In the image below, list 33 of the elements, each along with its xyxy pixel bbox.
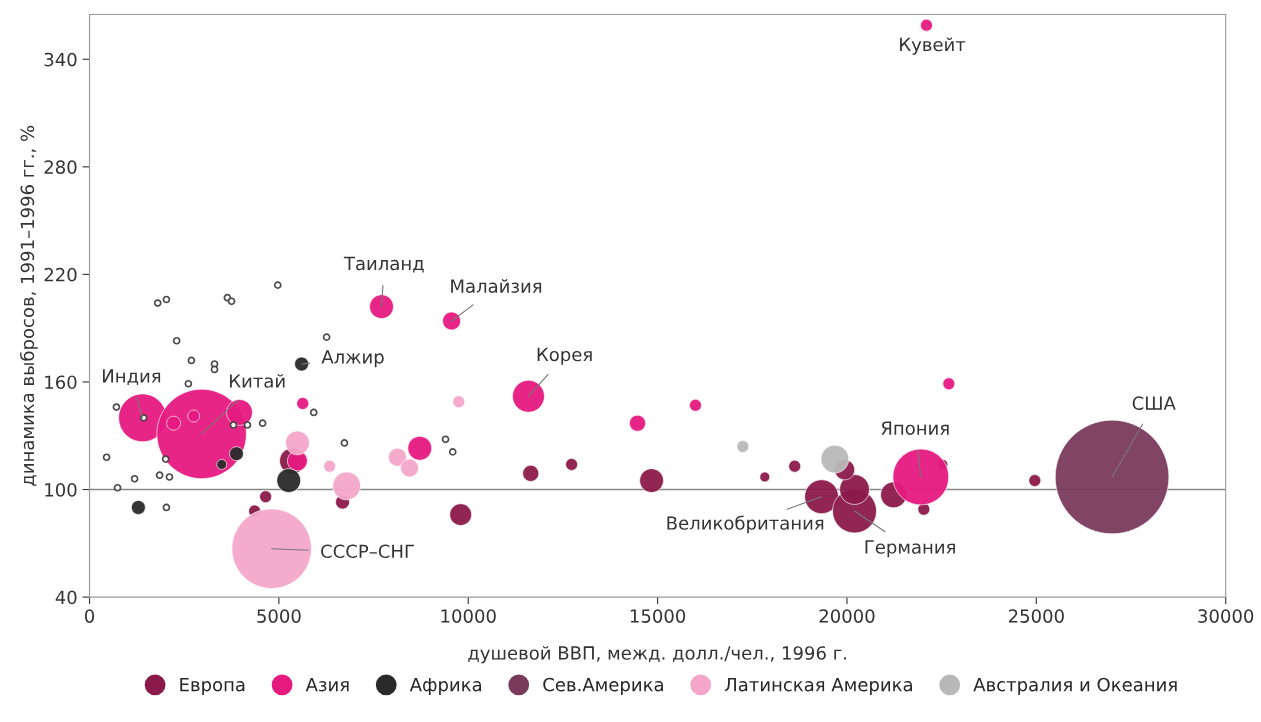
annotation: Индия (103, 369, 161, 386)
x-tick-label: 0 (84, 609, 95, 623)
x-tick-label: 15000 (630, 609, 686, 623)
annotation: США (1132, 396, 1176, 410)
x-axis-title: душевой ВВП, межд. долл./чел., 1996 г. (468, 645, 846, 664)
y-tick-label: 100 (45, 482, 77, 497)
annotation: Великобритания (667, 515, 824, 534)
annotation: Германия (865, 540, 955, 558)
annotation: Кувейт (900, 37, 966, 55)
x-tick-label: 25000 (1008, 609, 1064, 623)
y-tick-label: 280 (44, 160, 77, 174)
y-tick-label: 340 (44, 52, 77, 67)
legend-label: Сев.Америка (543, 677, 663, 695)
annotation: Алжир (321, 350, 384, 368)
annotation: Корея (537, 347, 592, 365)
x-tick-label: 10000 (441, 609, 496, 623)
legend-label: Азия (305, 677, 349, 692)
y-tick-label: 160 (45, 375, 77, 390)
legend-label: Европа (180, 677, 245, 695)
annotation: Китай (230, 373, 285, 388)
legend-label: Африка (409, 677, 482, 695)
y-tick-label: 40 (55, 590, 77, 605)
annotation: Малайзия (451, 279, 542, 293)
legend-label: Австралия и Океания (973, 677, 1177, 695)
annotation: Таиланд (343, 256, 424, 273)
annotation: СССР–СНГ (321, 544, 414, 559)
x-tick-label: 5000 (257, 609, 301, 623)
annotation: Япония (881, 421, 949, 435)
x-tick-label: 20000 (819, 609, 875, 623)
legend-label: Латинская Америка (724, 677, 912, 695)
y-tick-label: 220 (44, 267, 77, 282)
x-tick-label: 30000 (1198, 609, 1254, 623)
y-axis-title: динамика выбросов, 1991–1996 гг., % (19, 125, 38, 486)
